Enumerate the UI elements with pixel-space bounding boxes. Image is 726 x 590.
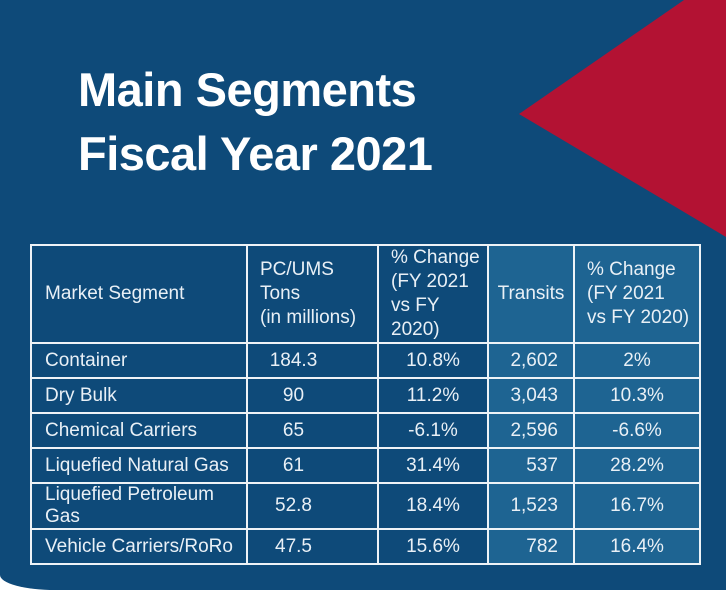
cell-transits-change: 2% (573, 342, 701, 379)
title-line-2: Fiscal Year 2021 (78, 127, 433, 180)
cell-transits-change: -6.6% (573, 412, 701, 449)
cell-market-segment: Chemical Carriers (30, 412, 248, 449)
column-header-tons-pct-change: % Change (FY 2021 vs FY 2020) (377, 244, 489, 344)
cell-tons-change: 15.6% (377, 528, 489, 565)
cell-transits-change: 16.7% (573, 482, 701, 530)
table-row: Liquefied Natural Gas 61 31.4% 537 28.2% (30, 447, 701, 484)
cell-tons: 61 (246, 447, 379, 484)
segments-table: Market Segment PC/UMS Tons (in millions)… (30, 244, 701, 565)
title-line-1: Main Segments (78, 63, 417, 116)
cell-transits-change: 28.2% (573, 447, 701, 484)
header-label: PC/UMS Tons (in millions) (260, 259, 357, 328)
cell-tons: 65 (246, 412, 379, 449)
cell-market-segment: Dry Bulk (30, 377, 248, 414)
cell-transits-change: 10.3% (573, 377, 701, 414)
header-label: % Change (FY 2021 vs FY 2020) (587, 259, 690, 328)
cell-transits: 537 (487, 447, 575, 484)
cell-transits: 2,596 (487, 412, 575, 449)
cell-tons: 52.8 (246, 482, 379, 530)
column-header-pcums-tons: PC/UMS Tons (in millions) (246, 244, 379, 344)
cell-tons-change: 31.4% (377, 447, 489, 484)
cell-transits: 1,523 (487, 482, 575, 530)
cell-tons-change: -6.1% (377, 412, 489, 449)
cell-market-segment: Liquefied Petroleum Gas (30, 482, 248, 530)
column-header-transits: Transits (487, 244, 575, 344)
cell-tons-change: 10.8% (377, 342, 489, 379)
header-label: Transits (497, 283, 565, 304)
cell-tons: 47.5 (246, 528, 379, 565)
column-header-market-segment: Market Segment (30, 244, 248, 344)
cell-transits: 782 (487, 528, 575, 565)
table-row: Liquefied Petroleum Gas 52.8 18.4% 1,523… (30, 482, 701, 530)
cell-market-segment: Liquefied Natural Gas (30, 447, 248, 484)
cell-tons: 90 (246, 377, 379, 414)
table-header-row: Market Segment PC/UMS Tons (in millions)… (30, 244, 701, 344)
cell-market-segment: Container (30, 342, 248, 379)
table-row: Dry Bulk 90 11.2% 3,043 10.3% (30, 377, 701, 414)
cell-tons-change: 11.2% (377, 377, 489, 414)
cell-market-segment: Vehicle Carriers/RoRo (30, 528, 248, 565)
cell-tons: 184.3 (246, 342, 379, 379)
cell-transits-change: 16.4% (573, 528, 701, 565)
cell-transits: 3,043 (487, 377, 575, 414)
table-row: Chemical Carriers 65 -6.1% 2,596 -6.6% (30, 412, 701, 449)
table-row: Vehicle Carriers/RoRo 47.5 15.6% 782 16.… (30, 528, 701, 565)
cell-tons-change: 18.4% (377, 482, 489, 530)
header-label: % Change (FY 2021 vs FY 2020) (391, 247, 480, 340)
cell-transits: 2,602 (487, 342, 575, 379)
page-title: Main Segments Fiscal Year 2021 (78, 58, 433, 186)
table-row: Container 184.3 10.8% 2,602 2% (30, 342, 701, 379)
header-label: Market Segment (45, 283, 185, 304)
column-header-transits-pct-change: % Change (FY 2021 vs FY 2020) (573, 244, 701, 344)
